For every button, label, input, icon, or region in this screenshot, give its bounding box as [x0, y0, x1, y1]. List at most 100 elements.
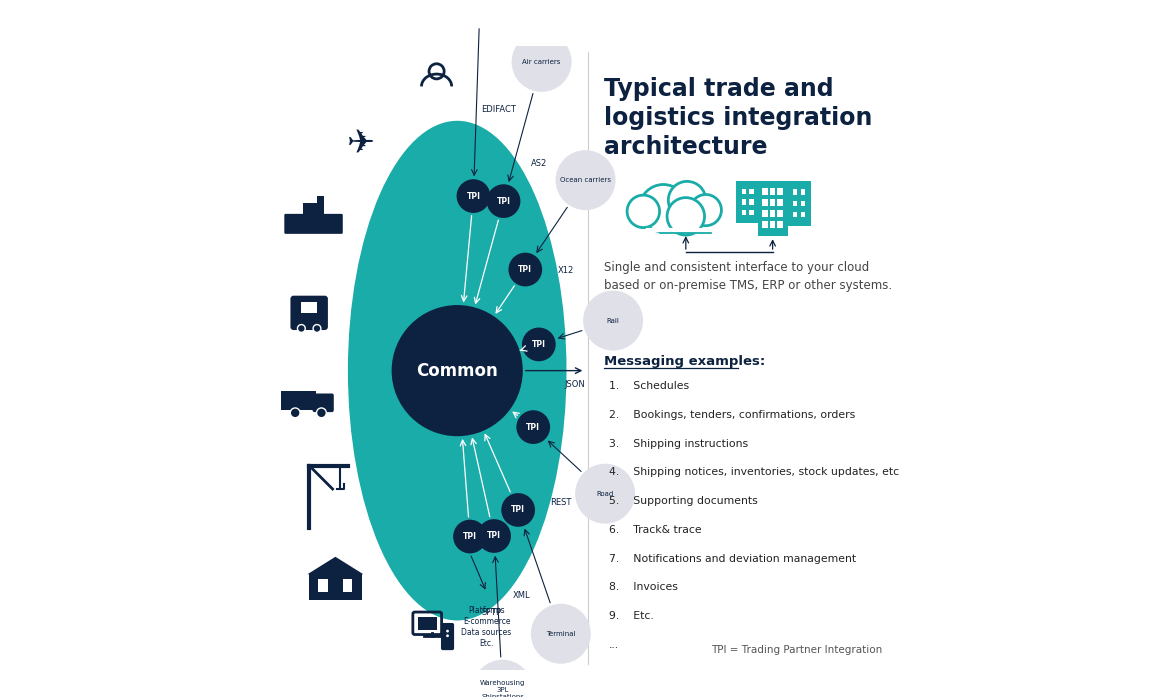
FancyBboxPatch shape [741, 199, 746, 204]
Text: XML: XML [512, 591, 530, 600]
Text: TPI: TPI [497, 197, 511, 206]
Circle shape [501, 493, 535, 527]
FancyBboxPatch shape [793, 212, 797, 217]
Text: TPI: TPI [467, 192, 481, 201]
FancyBboxPatch shape [741, 210, 746, 215]
Text: TPI = Trading Partner Integration: TPI = Trading Partner Integration [711, 645, 882, 654]
FancyBboxPatch shape [313, 394, 334, 412]
Circle shape [316, 408, 327, 418]
Ellipse shape [347, 121, 566, 620]
FancyBboxPatch shape [291, 296, 328, 330]
Circle shape [556, 150, 616, 210]
Text: 9.    Etc.: 9. Etc. [609, 611, 654, 621]
Circle shape [668, 181, 705, 219]
FancyBboxPatch shape [303, 203, 324, 217]
Circle shape [508, 253, 542, 286]
Circle shape [628, 195, 660, 228]
Circle shape [391, 305, 522, 436]
Text: Road: Road [596, 491, 614, 497]
FancyBboxPatch shape [741, 189, 746, 194]
Circle shape [456, 179, 490, 213]
FancyBboxPatch shape [318, 579, 328, 592]
Circle shape [516, 411, 550, 444]
Text: EDIFACT: EDIFACT [482, 105, 516, 114]
Text: SFTP: SFTP [482, 608, 501, 617]
Text: Ocean carriers: Ocean carriers [560, 177, 611, 183]
Text: REST: REST [550, 498, 572, 507]
Text: Typical trade and
logistics integration
architecture: Typical trade and logistics integration … [604, 77, 872, 159]
FancyBboxPatch shape [762, 199, 768, 206]
FancyBboxPatch shape [749, 210, 754, 215]
Circle shape [639, 185, 687, 232]
Text: 2.    Bookings, tenders, confirmations, orders: 2. Bookings, tenders, confirmations, ord… [609, 410, 856, 420]
FancyBboxPatch shape [749, 199, 754, 204]
Circle shape [512, 32, 572, 92]
FancyBboxPatch shape [777, 199, 783, 206]
Text: ...: ... [609, 640, 620, 650]
Text: 6.    Track& trace: 6. Track& trace [609, 525, 702, 535]
Circle shape [530, 604, 591, 664]
Text: Platforms
E-commerce
Data sources
Etc.: Platforms E-commerce Data sources Etc. [461, 606, 512, 648]
Circle shape [446, 634, 449, 637]
FancyBboxPatch shape [793, 190, 797, 194]
Text: 4.    Shipping notices, inventories, stock updates, etc: 4. Shipping notices, inventories, stock … [609, 468, 899, 477]
Circle shape [477, 519, 511, 553]
FancyBboxPatch shape [418, 617, 437, 630]
Polygon shape [307, 557, 364, 574]
Text: TPI: TPI [526, 422, 541, 431]
FancyBboxPatch shape [800, 201, 805, 206]
Circle shape [667, 198, 704, 235]
Text: 8.    Invoices: 8. Invoices [609, 583, 677, 592]
Text: TPI: TPI [511, 505, 525, 514]
Text: JSON: JSON [564, 380, 585, 389]
Circle shape [291, 408, 300, 418]
Text: TPI: TPI [519, 265, 533, 274]
Circle shape [576, 464, 635, 523]
FancyBboxPatch shape [800, 212, 805, 217]
Circle shape [690, 194, 721, 226]
FancyBboxPatch shape [317, 196, 324, 205]
FancyBboxPatch shape [309, 574, 361, 601]
Circle shape [486, 184, 520, 218]
Text: AS2: AS2 [530, 159, 547, 168]
Text: Common: Common [417, 362, 498, 380]
FancyBboxPatch shape [777, 210, 783, 217]
FancyBboxPatch shape [762, 188, 768, 195]
Text: 1.    Schedules: 1. Schedules [609, 381, 689, 391]
FancyBboxPatch shape [770, 188, 776, 195]
FancyBboxPatch shape [800, 190, 805, 194]
FancyBboxPatch shape [793, 201, 797, 206]
Circle shape [446, 629, 449, 632]
FancyBboxPatch shape [777, 222, 783, 228]
FancyBboxPatch shape [770, 210, 776, 217]
FancyBboxPatch shape [757, 181, 787, 236]
Circle shape [453, 520, 486, 553]
Circle shape [522, 328, 556, 361]
Circle shape [584, 291, 643, 351]
Text: TPI: TPI [488, 532, 501, 540]
Circle shape [298, 325, 306, 332]
Text: Rail: Rail [607, 318, 620, 323]
FancyBboxPatch shape [441, 623, 454, 650]
FancyBboxPatch shape [285, 214, 343, 234]
Text: TPI: TPI [532, 340, 545, 349]
FancyBboxPatch shape [749, 189, 754, 194]
FancyBboxPatch shape [281, 391, 316, 411]
Text: 7.    Notifications and deviation management: 7. Notifications and deviation managemen… [609, 553, 856, 564]
Text: ✈: ✈ [346, 126, 374, 159]
Text: Messaging examples:: Messaging examples: [604, 355, 765, 368]
Circle shape [313, 325, 321, 332]
FancyBboxPatch shape [777, 188, 783, 195]
FancyBboxPatch shape [770, 222, 776, 228]
Text: TPI: TPI [463, 532, 477, 541]
Text: Terminal: Terminal [547, 631, 576, 637]
Text: X12: X12 [558, 266, 574, 275]
FancyBboxPatch shape [343, 579, 352, 592]
FancyBboxPatch shape [762, 222, 768, 228]
FancyBboxPatch shape [770, 199, 776, 206]
Text: Single and consistent interface to your cloud
based or on-premise TMS, ERP or ot: Single and consistent interface to your … [604, 261, 892, 292]
Circle shape [472, 660, 533, 697]
Text: Warehousing
3PL
Shipstations: Warehousing 3PL Shipstations [479, 680, 526, 697]
Circle shape [450, 0, 511, 26]
FancyBboxPatch shape [762, 210, 768, 217]
